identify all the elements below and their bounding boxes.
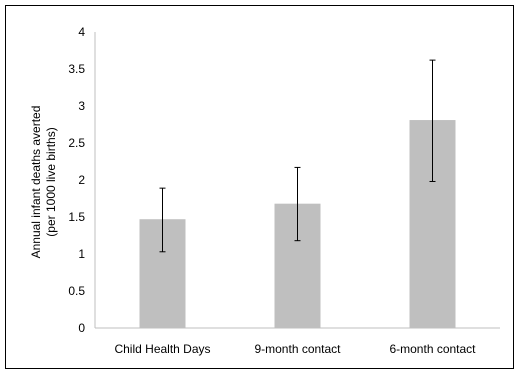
y-tick-label: 1	[78, 247, 85, 261]
x-tick-labels: Child Health Days 9-month contact 6-month …	[114, 342, 476, 356]
y-tick-label: 1.5	[68, 210, 85, 224]
y-axis-title: Annual infant deaths averted (per 1000 l…	[29, 106, 58, 259]
y-tick-label: 2.5	[68, 136, 85, 150]
y-tick-label: 0.5	[68, 284, 85, 298]
y-tick-label: 2	[78, 173, 85, 187]
y-axis-title-line-2: (per 1000 live births)	[44, 127, 58, 236]
y-tick-labels: 0 0.5 1 1.5 2 2.5 3 3.5 4	[68, 25, 85, 335]
error-bars	[159, 59, 436, 253]
error-bar	[429, 59, 436, 182]
y-axis-title-line-1: Annual infant deaths averted	[29, 106, 43, 259]
x-tick-label: 6-month contact	[389, 342, 476, 356]
x-tick-label: 9-month contact	[254, 342, 341, 356]
y-tick-label: 3	[78, 99, 85, 113]
y-tick-label: 0	[78, 321, 85, 335]
error-bar	[294, 166, 301, 242]
error-bar	[159, 187, 166, 253]
x-tick-label: Child Health Days	[114, 342, 210, 356]
y-tick-label: 4	[78, 25, 85, 39]
y-tick-label: 3.5	[68, 62, 85, 76]
